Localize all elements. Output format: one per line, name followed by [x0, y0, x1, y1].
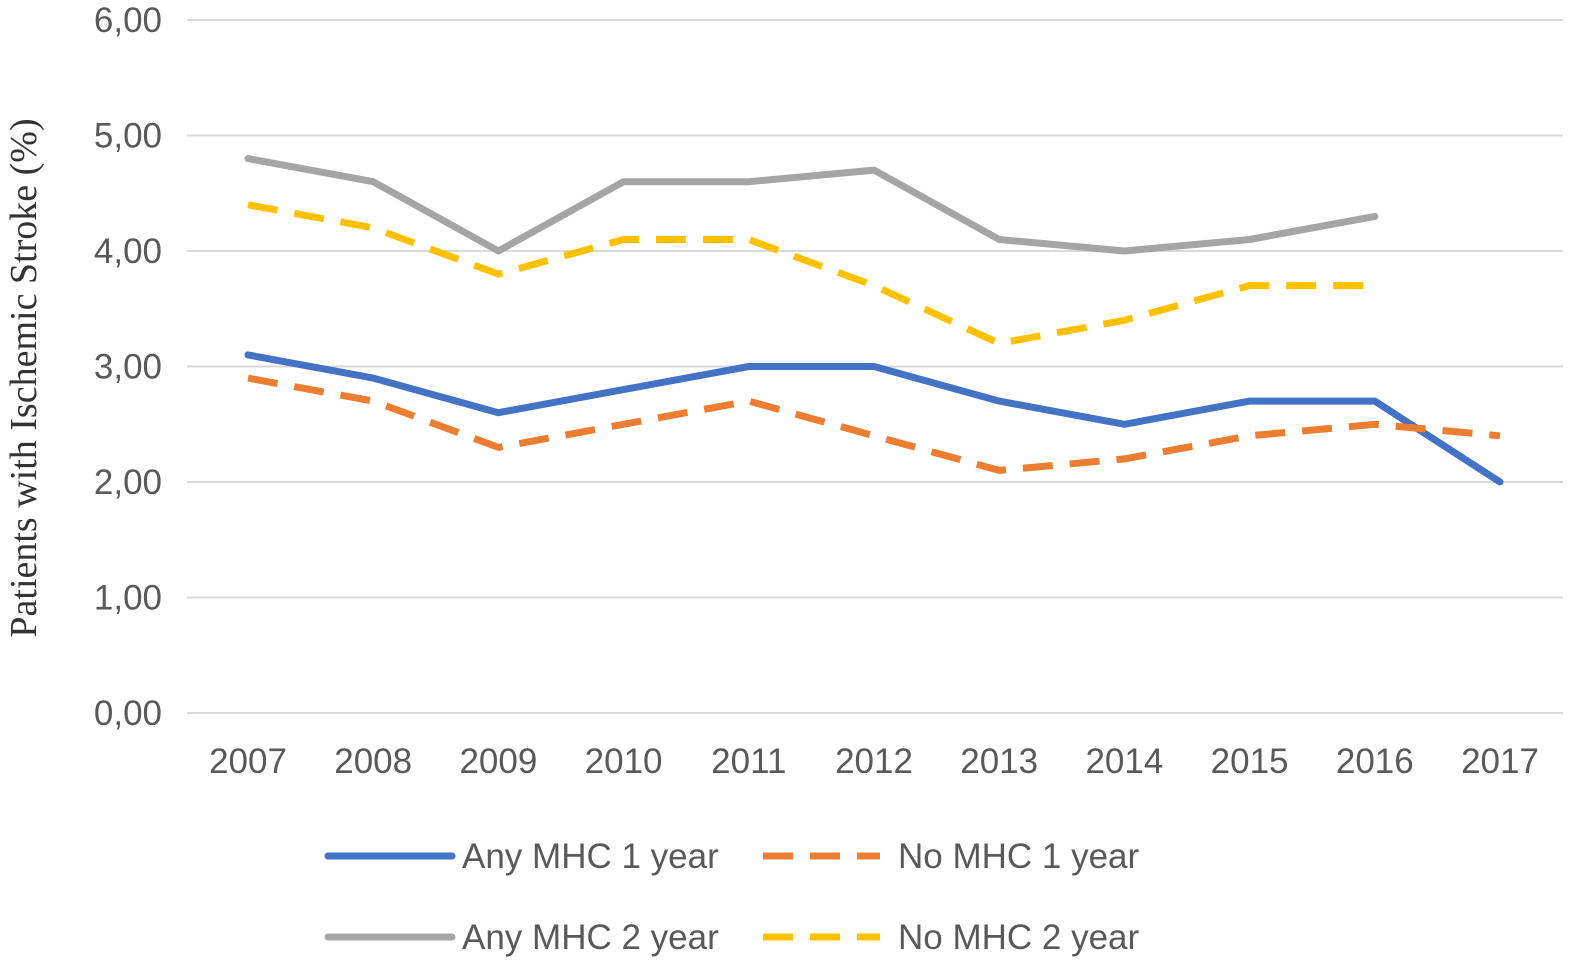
y-axis-tick-labels: 0,00 1,00 2,00 3,00 4,00 5,00 6,00 [94, 1, 162, 733]
x-tick-label: 2017 [1461, 742, 1539, 781]
x-tick-label: 2008 [334, 742, 412, 781]
gridlines [187, 19, 1563, 714]
series-line [247, 201, 1375, 347]
x-tick-label: 2013 [960, 742, 1038, 781]
series-line [247, 374, 1501, 474]
y-axis-title: Patients with Ischemic Stroke (%) [3, 118, 45, 637]
x-tick-label: 2012 [835, 742, 913, 781]
legend-label: No MHC 2 year [898, 918, 1140, 957]
series-lines [244, 155, 1504, 486]
x-tick-label: 2015 [1211, 742, 1289, 781]
x-tick-label: 2014 [1085, 742, 1163, 781]
x-tick-label: 2007 [209, 742, 287, 781]
x-axis-tick-labels: 2007 2008 2009 2010 2011 2012 2013 2014 2015 2016… [209, 742, 1539, 781]
y-tick-label: 5,00 [94, 117, 162, 156]
legend-label: Any MHC 2 year [462, 918, 719, 957]
series-line [244, 351, 1504, 486]
series-line [244, 155, 1379, 255]
y-tick-label: 3,00 [94, 348, 162, 387]
y-tick-label: 6,00 [94, 1, 162, 40]
y-tick-label: 4,00 [94, 232, 162, 271]
y-tick-label: 0,00 [94, 694, 162, 733]
legend: Any MHC 1 year No MHC 1 year Any MHC 2 yea… [324, 837, 1140, 957]
x-tick-label: 2009 [459, 742, 537, 781]
legend-label: Any MHC 1 year [462, 837, 719, 876]
y-tick-label: 2,00 [94, 463, 162, 502]
legend-label: No MHC 1 year [898, 837, 1140, 876]
x-tick-label: 2011 [711, 742, 786, 781]
y-tick-label: 1,00 [94, 579, 162, 618]
x-tick-label: 2016 [1336, 742, 1414, 781]
x-tick-label: 2010 [585, 742, 663, 781]
